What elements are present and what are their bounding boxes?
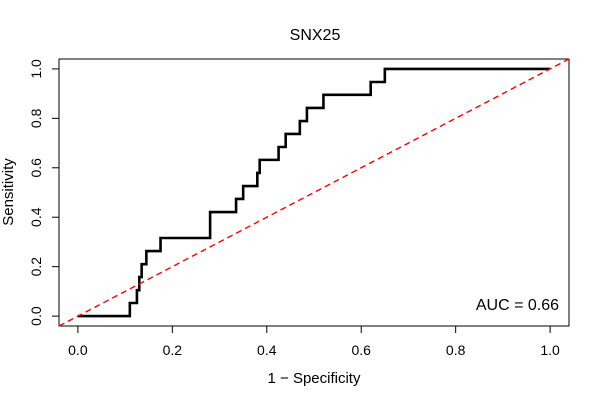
x-tick-label: 0.0 xyxy=(68,342,88,358)
y-tick-label: 0.2 xyxy=(28,257,44,277)
series-layer xyxy=(58,58,570,327)
x-tick-label: 0.4 xyxy=(257,342,277,358)
y-tick-label: 1.0 xyxy=(28,59,44,79)
axes: 0.0 0.2 0.4 0.6 0.8 1.0 0.0 0.2 0.4 0.6 0.8 1.0 xyxy=(28,59,560,358)
y-tick-label: 0.4 xyxy=(28,207,44,227)
y-axis-label: Sensitivity xyxy=(0,158,17,226)
reference-diagonal-line xyxy=(58,58,570,327)
x-tick-label: 0.6 xyxy=(351,342,371,358)
x-axis-label: 1 − Specificity xyxy=(268,370,361,387)
x-tick-label: 1.0 xyxy=(540,342,560,358)
auc-annotation: AUC = 0.66 xyxy=(476,297,559,314)
y-tick-label: 0.6 xyxy=(28,158,44,178)
chart-title: SNX25 xyxy=(290,27,341,44)
plot-area-frame xyxy=(58,58,570,327)
x-tick-label: 0.8 xyxy=(446,342,466,358)
x-tick-label: 0.2 xyxy=(163,342,183,358)
y-tick-label: 0.0 xyxy=(28,306,44,326)
roc-curve-line xyxy=(77,67,551,318)
y-tick-label: 0.8 xyxy=(28,108,44,128)
